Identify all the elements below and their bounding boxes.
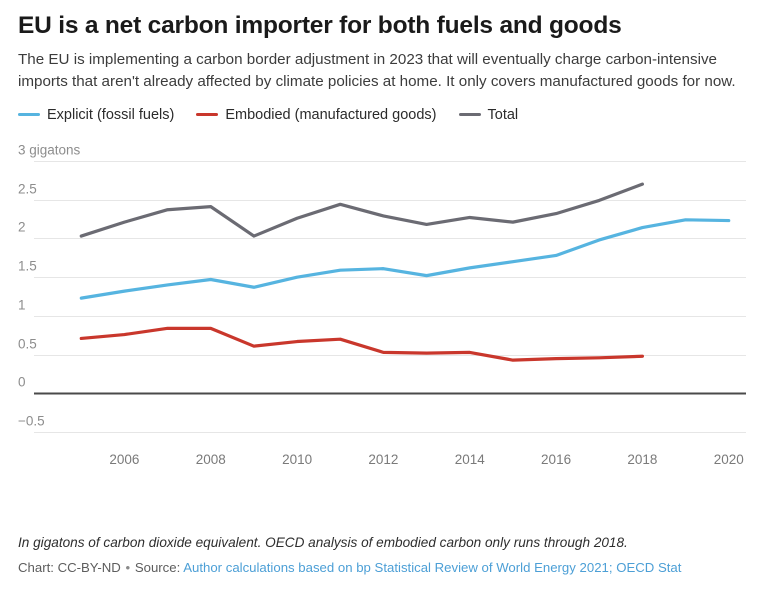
y-axis-tick-label: 2.5	[18, 181, 37, 196]
x-axis-tick-label: 2006	[109, 452, 139, 467]
y-axis-labels: 3 gigatons 2.5 2 1.5 1 0.5 0 −0.5	[18, 142, 81, 428]
x-axis-tick-label: 2020	[714, 452, 744, 467]
series-line-total	[79, 182, 645, 238]
x-axis-labels: 2006 2008 2010 2012 2014 2016 2018 2020	[109, 452, 743, 467]
chart-credit-line: Chart: CC-BY-ND • Source: Author calcula…	[18, 559, 750, 576]
credit-source-prefix: Source:	[134, 559, 181, 575]
legend-swatch-icon-total	[458, 112, 481, 117]
legend-label-explicit: Explicit (fossil fuels)	[47, 106, 175, 123]
chart-footer: In gigatons of carbon dioxide equivalent…	[18, 534, 750, 576]
chart-series	[79, 182, 731, 362]
series-line-explicit	[79, 217, 731, 300]
x-axis-tick-label: 2018	[627, 452, 657, 467]
chart-footnote: In gigatons of carbon dioxide equivalent…	[18, 535, 628, 551]
legend-item-embodied[interactable]: Embodied (manufactured goods)	[196, 106, 437, 123]
y-axis-tick-label: 1.5	[18, 258, 37, 273]
page-subtitle: The EU is implementing a carbon border a…	[18, 51, 736, 91]
credit-separator: •	[125, 559, 131, 575]
x-axis-tick-label: 2008	[196, 452, 226, 467]
page-title: EU is a net carbon importer for both fue…	[18, 12, 622, 39]
series-line-embodied	[79, 326, 645, 362]
line-chart: 3 gigatons 2.5 2 1.5 1 0.5 0 −0.5 2006 2008 2010 2…	[18, 135, 750, 480]
legend-label-total: Total	[487, 106, 519, 123]
y-axis-tick-label: 0.5	[18, 336, 37, 351]
x-axis-tick-label: 2012	[368, 452, 398, 467]
y-axis-tick-label: 0	[18, 374, 26, 389]
legend-swatch-icon-explicit	[18, 112, 40, 117]
legend-swatch-icon-embodied	[196, 112, 219, 117]
x-axis-tick-label: 2010	[282, 452, 312, 467]
legend-label-embodied: Embodied (manufactured goods)	[225, 106, 437, 123]
chart-legend: Explicit (fossil fuels) Embodied (manufa…	[18, 107, 750, 123]
y-axis-tick-label: 1	[18, 297, 26, 312]
credit-license: Chart: CC-BY-ND	[18, 559, 121, 575]
legend-item-explicit[interactable]: Explicit (fossil fuels)	[18, 107, 174, 123]
y-axis-tick-label: −0.5	[18, 413, 45, 428]
y-axis-tick-label: 2	[18, 219, 26, 234]
x-axis-tick-label: 2014	[455, 452, 486, 467]
legend-item-total[interactable]: Total	[458, 106, 519, 123]
x-axis-tick-label: 2016	[541, 452, 571, 467]
credit-source-link[interactable]: Author calculations based on bp Statisti…	[183, 559, 682, 575]
y-axis-tick-label: 3 gigatons	[18, 142, 81, 157]
chart-gridlines	[34, 160, 746, 433]
